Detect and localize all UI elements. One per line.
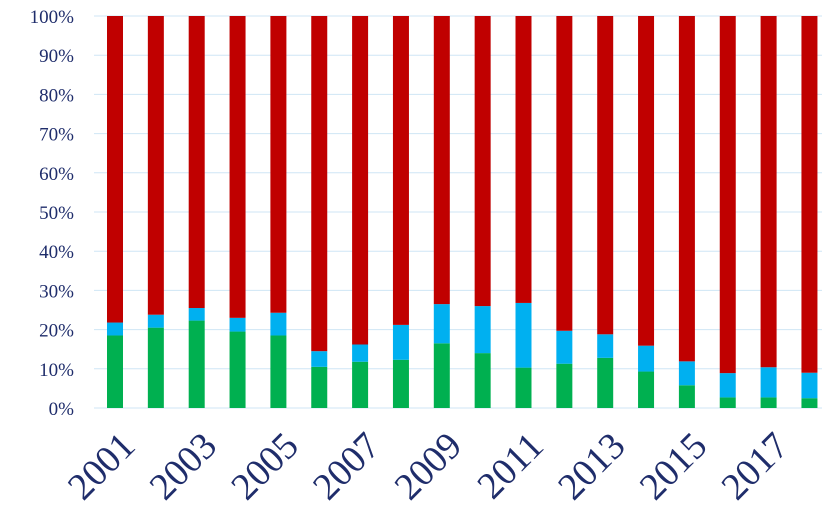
bar-segment — [678, 361, 695, 386]
bar-segment — [392, 359, 409, 408]
y-tick-label: 70% — [39, 125, 74, 146]
bar-segment — [188, 16, 205, 309]
bar-segment — [352, 361, 369, 408]
bar-segment — [229, 317, 246, 332]
bar-segment — [556, 16, 573, 331]
bar-segment — [678, 385, 695, 408]
x-tick-label: 2003 — [142, 425, 225, 508]
bar-segment — [311, 351, 328, 367]
y-tick-label: 100% — [30, 7, 75, 28]
bar-segment — [188, 320, 205, 408]
y-tick-label: 20% — [39, 321, 74, 342]
bar-segment — [638, 345, 655, 372]
y-tick-label: 30% — [39, 281, 74, 302]
bar-segment — [147, 16, 164, 315]
bar-segment — [556, 363, 573, 408]
bar-segment — [270, 16, 287, 313]
y-tick-label: 80% — [39, 85, 74, 106]
x-tick-label: 2017 — [714, 425, 797, 508]
bar-segment — [392, 324, 409, 360]
y-tick-label: 50% — [39, 203, 74, 224]
bar-segment — [107, 16, 123, 323]
bar-segment — [638, 371, 655, 408]
bar-segment — [719, 16, 736, 374]
bar-segment — [392, 16, 409, 325]
bar-segment — [597, 334, 614, 358]
bar-segment — [719, 373, 736, 398]
x-tick-label: 2015 — [632, 425, 715, 508]
y-tick-label: 0% — [49, 399, 75, 420]
bar-segment — [311, 366, 328, 408]
bar-segment — [760, 16, 777, 368]
bars — [107, 16, 818, 408]
bar-segment — [229, 16, 246, 318]
bar-segment — [147, 314, 164, 328]
bar-segment — [352, 344, 369, 362]
bar-segment — [474, 353, 491, 408]
x-tick-label: 2007 — [305, 425, 388, 508]
bar-segment — [433, 343, 450, 408]
y-tick-label: 60% — [39, 164, 74, 185]
bar-segment — [556, 330, 573, 364]
bar-segment — [433, 304, 450, 344]
bar-segment — [597, 16, 614, 335]
bar-segment — [801, 16, 818, 373]
bar-segment — [147, 327, 164, 408]
x-tick-label: 2009 — [387, 425, 470, 508]
bar-segment — [678, 16, 695, 362]
x-tick-label: 2001 — [60, 425, 143, 508]
y-tick-label: 90% — [39, 46, 74, 67]
bar-segment — [270, 335, 287, 408]
bar-segment — [188, 308, 205, 321]
gridlines — [94, 15, 822, 409]
bar-segment — [107, 335, 123, 408]
y-tick-label: 10% — [39, 360, 74, 381]
bar-segment — [229, 331, 246, 408]
bar-segment — [760, 397, 777, 408]
bar-segment — [719, 397, 736, 408]
bar-segment — [801, 398, 818, 408]
bar-segment — [515, 16, 532, 303]
bar-segment — [311, 16, 328, 352]
x-tick-label: 2011 — [469, 425, 551, 507]
bar-segment — [474, 306, 491, 354]
bar-segment — [433, 16, 450, 305]
y-tick-label: 40% — [39, 242, 74, 263]
x-tick-label: 2005 — [223, 425, 306, 508]
bar-segment — [270, 312, 287, 336]
bar-segment — [515, 367, 532, 408]
bar-segment — [801, 372, 818, 399]
bar-segment — [352, 16, 369, 345]
bar-segment — [597, 357, 614, 408]
x-tick-label: 2013 — [550, 425, 633, 508]
bar-segment — [638, 16, 655, 346]
bar-segment — [474, 16, 491, 307]
bar-segment — [760, 367, 777, 398]
y-axis-ticks: 0% 10% 20% 30% 40% 50% 60% 70% 80% 90% 100% — [30, 7, 75, 420]
bar-segment — [107, 322, 123, 336]
bar-segment — [515, 302, 532, 368]
